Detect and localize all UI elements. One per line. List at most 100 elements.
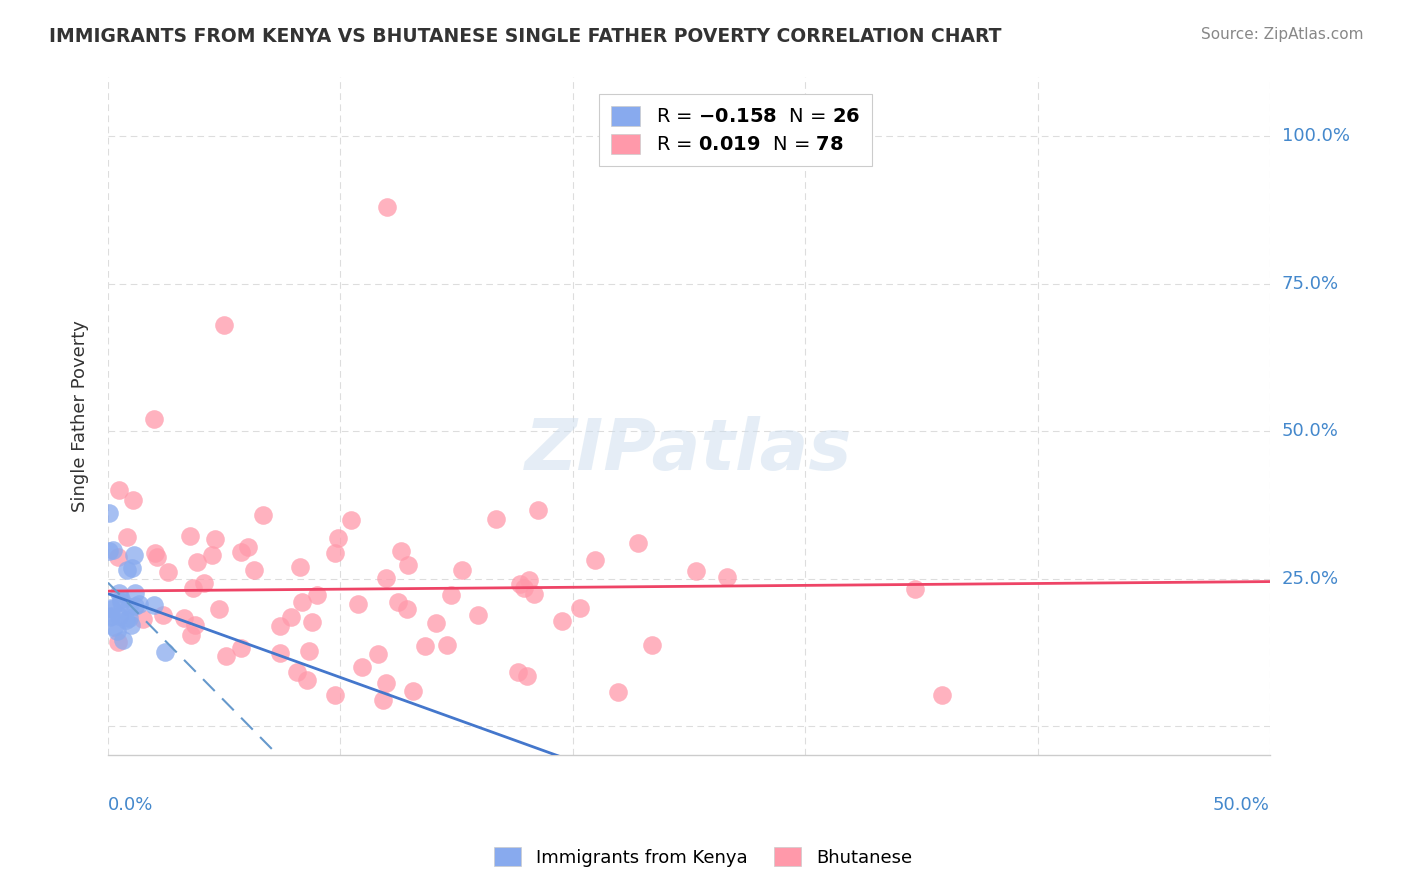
Point <box>450 563 472 577</box>
Point <box>105 624 128 638</box>
Point <box>551 614 574 628</box>
Point <box>467 608 489 623</box>
Point <box>208 601 231 615</box>
Point <box>285 665 308 679</box>
Point <box>108 608 131 623</box>
Point <box>513 581 536 595</box>
Point <box>115 562 138 576</box>
Point <box>100 601 122 615</box>
Point <box>131 612 153 626</box>
Point <box>352 660 374 674</box>
Point <box>367 647 389 661</box>
Point <box>640 638 662 652</box>
Point <box>183 581 205 595</box>
Point <box>121 561 143 575</box>
Point <box>243 563 266 577</box>
Point <box>685 565 707 579</box>
Point <box>204 532 226 546</box>
Point <box>117 530 139 544</box>
Point <box>280 610 302 624</box>
Point <box>128 597 150 611</box>
Point <box>146 549 169 564</box>
Point <box>298 644 321 658</box>
Point <box>124 586 146 600</box>
Text: Source: ZipAtlas.com: Source: ZipAtlas.com <box>1201 27 1364 42</box>
Text: 50.0%: 50.0% <box>1281 422 1339 440</box>
Point <box>375 571 398 585</box>
Point <box>396 602 419 616</box>
Point <box>387 595 409 609</box>
Point <box>323 688 346 702</box>
Point <box>103 620 125 634</box>
Text: 25.0%: 25.0% <box>1281 569 1339 588</box>
Point <box>212 318 235 332</box>
Point <box>568 600 591 615</box>
Point <box>931 689 953 703</box>
Point <box>236 540 259 554</box>
Point <box>716 569 738 583</box>
Point <box>152 607 174 622</box>
Point <box>904 582 927 596</box>
Point <box>301 615 323 629</box>
Point <box>179 529 201 543</box>
Point <box>231 545 253 559</box>
Legend: Immigrants from Kenya, Bhutanese: Immigrants from Kenya, Bhutanese <box>486 840 920 874</box>
Point <box>118 611 141 625</box>
Point <box>122 548 145 562</box>
Point <box>124 599 146 613</box>
Point <box>527 503 550 517</box>
Point <box>508 665 530 680</box>
Point <box>193 576 215 591</box>
Point <box>101 543 124 558</box>
Point <box>110 595 132 609</box>
Point <box>98 544 121 558</box>
Point <box>173 611 195 625</box>
Point <box>111 632 134 647</box>
Point <box>120 618 142 632</box>
Point <box>252 508 274 522</box>
Point <box>517 574 540 588</box>
Point <box>269 646 291 660</box>
Point <box>186 556 208 570</box>
Text: 50.0%: 50.0% <box>1213 796 1270 814</box>
Point <box>107 483 129 498</box>
Point <box>291 595 314 609</box>
Point <box>107 635 129 649</box>
Point <box>100 608 122 623</box>
Point <box>269 619 291 633</box>
Point <box>101 602 124 616</box>
Point <box>184 618 207 632</box>
Point <box>583 552 606 566</box>
Point <box>305 588 328 602</box>
Point <box>323 545 346 559</box>
Point <box>375 675 398 690</box>
Point <box>157 566 180 580</box>
Point <box>607 685 630 699</box>
Point <box>389 543 412 558</box>
Point <box>153 645 176 659</box>
Point <box>121 493 143 508</box>
Point <box>98 506 121 520</box>
Point <box>98 610 121 624</box>
Point <box>413 640 436 654</box>
Point <box>145 546 167 560</box>
Point <box>143 598 166 612</box>
Point <box>201 548 224 562</box>
Point <box>436 638 458 652</box>
Point <box>180 627 202 641</box>
Point <box>288 560 311 574</box>
Point <box>326 531 349 545</box>
Y-axis label: Single Father Poverty: Single Father Poverty <box>72 320 89 512</box>
Point <box>143 412 166 426</box>
Text: 0.0%: 0.0% <box>108 796 153 814</box>
Text: 100.0%: 100.0% <box>1281 128 1350 145</box>
Point <box>523 587 546 601</box>
Legend: R = $\mathbf{-0.158}$  N = $\mathbf{26}$, R = $\mathbf{0.019}$  N = $\mathbf{78}: R = $\mathbf{-0.158}$ N = $\mathbf{26}$,… <box>599 94 872 166</box>
Point <box>340 513 363 527</box>
Point <box>401 683 423 698</box>
Text: 75.0%: 75.0% <box>1281 275 1339 293</box>
Point <box>375 200 398 214</box>
Point <box>229 640 252 655</box>
Point <box>110 591 132 606</box>
Point <box>297 673 319 687</box>
